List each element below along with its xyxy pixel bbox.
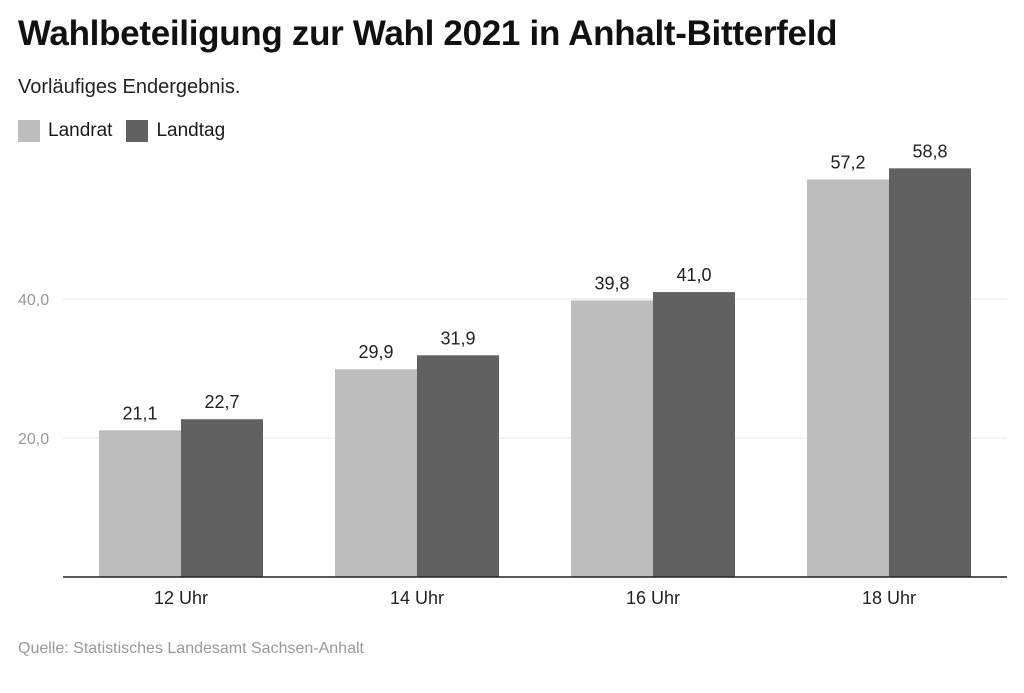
legend: Landrat Landtag [18,120,225,142]
bar-landrat [807,179,889,577]
x-tick-label: 14 Uhr [390,588,444,608]
y-tick-label: 20,0 [18,431,49,448]
bar-landtag [889,168,971,577]
legend-label-landtag: Landtag [156,120,226,141]
data-label: 58,8 [912,141,947,161]
bar-landrat [99,430,181,577]
bar-landrat [571,300,653,577]
data-label: 57,2 [830,152,865,172]
legend-swatch-landtag [126,120,149,142]
chart-title: Wahlbeteiligung zur Wahl 2021 in Anhalt-… [18,14,838,53]
chart-subtitle: Vorläufiges Endergebnis. [18,76,241,98]
legend-item-landtag[interactable]: Landtag [126,120,225,142]
bar-landtag [181,419,263,577]
legend-swatch-landrat [18,120,40,142]
x-tick-label: 18 Uhr [862,588,916,608]
legend-item-landrat[interactable]: Landrat [18,120,112,142]
x-tick-label: 12 Uhr [154,588,208,608]
y-tick-label: 40,0 [18,292,49,309]
data-label: 22,7 [204,392,239,412]
data-label: 39,8 [594,273,629,293]
bar-landtag [653,292,735,577]
bar-landrat [335,369,417,577]
x-tick-label: 16 Uhr [626,588,680,608]
bar-landtag [417,355,499,577]
data-label: 41,0 [676,265,711,285]
data-label: 21,1 [122,403,157,423]
data-label: 29,9 [358,342,393,362]
legend-label-landrat: Landrat [48,120,113,141]
data-label: 31,9 [440,328,475,348]
source-note: Quelle: Statistisches Landesamt Sachsen-… [18,640,364,657]
